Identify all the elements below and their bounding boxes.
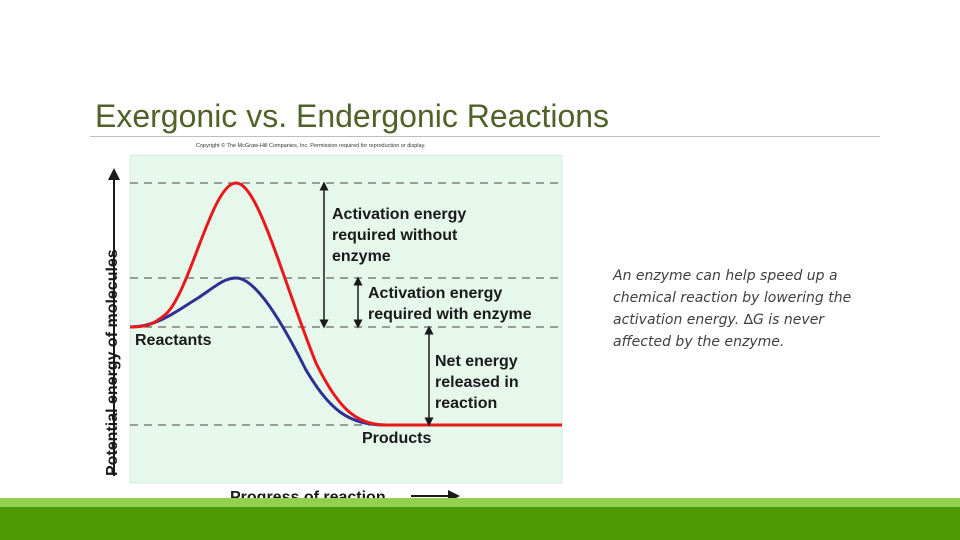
activation-without-label-line2: required without — [332, 227, 458, 244]
footer-band-light — [0, 498, 960, 507]
activation-without-label-line1: Activation energy — [332, 206, 466, 223]
with-enzyme-curve — [129, 276, 562, 427]
reactants-label: Reactants — [135, 332, 212, 349]
activation-with-label-line2: required with enzyme — [368, 306, 532, 323]
net-energy-label-line2: released in — [435, 374, 519, 391]
products-label: Products — [362, 430, 431, 447]
energy-diagram-svg: Copyright © The McGraw-Hill Companies, I… — [104, 142, 563, 506]
activation-with-label-line1: Activation energy — [368, 285, 502, 302]
plot-panel — [129, 154, 563, 484]
y-axis-label: Potential energy of molecules — [104, 249, 121, 476]
net-energy-label-line1: Net energy — [435, 353, 518, 370]
net-energy-label-line3: reaction — [435, 395, 497, 412]
footer-band-dark — [0, 507, 960, 540]
slide-caption: An enzyme can help speed up a chemical r… — [613, 268, 852, 350]
without-enzyme-curve — [129, 181, 562, 427]
title-divider — [90, 136, 880, 137]
copyright-notice: Copyright © The McGraw-Hill Companies, I… — [196, 142, 426, 149]
energy-diagram: Copyright © The McGraw-Hill Companies, I… — [86, 138, 579, 512]
activation-without-label-line3: enzyme — [332, 248, 391, 265]
slide-title: Exergonic vs. Endergonic Reactions — [95, 98, 610, 134]
